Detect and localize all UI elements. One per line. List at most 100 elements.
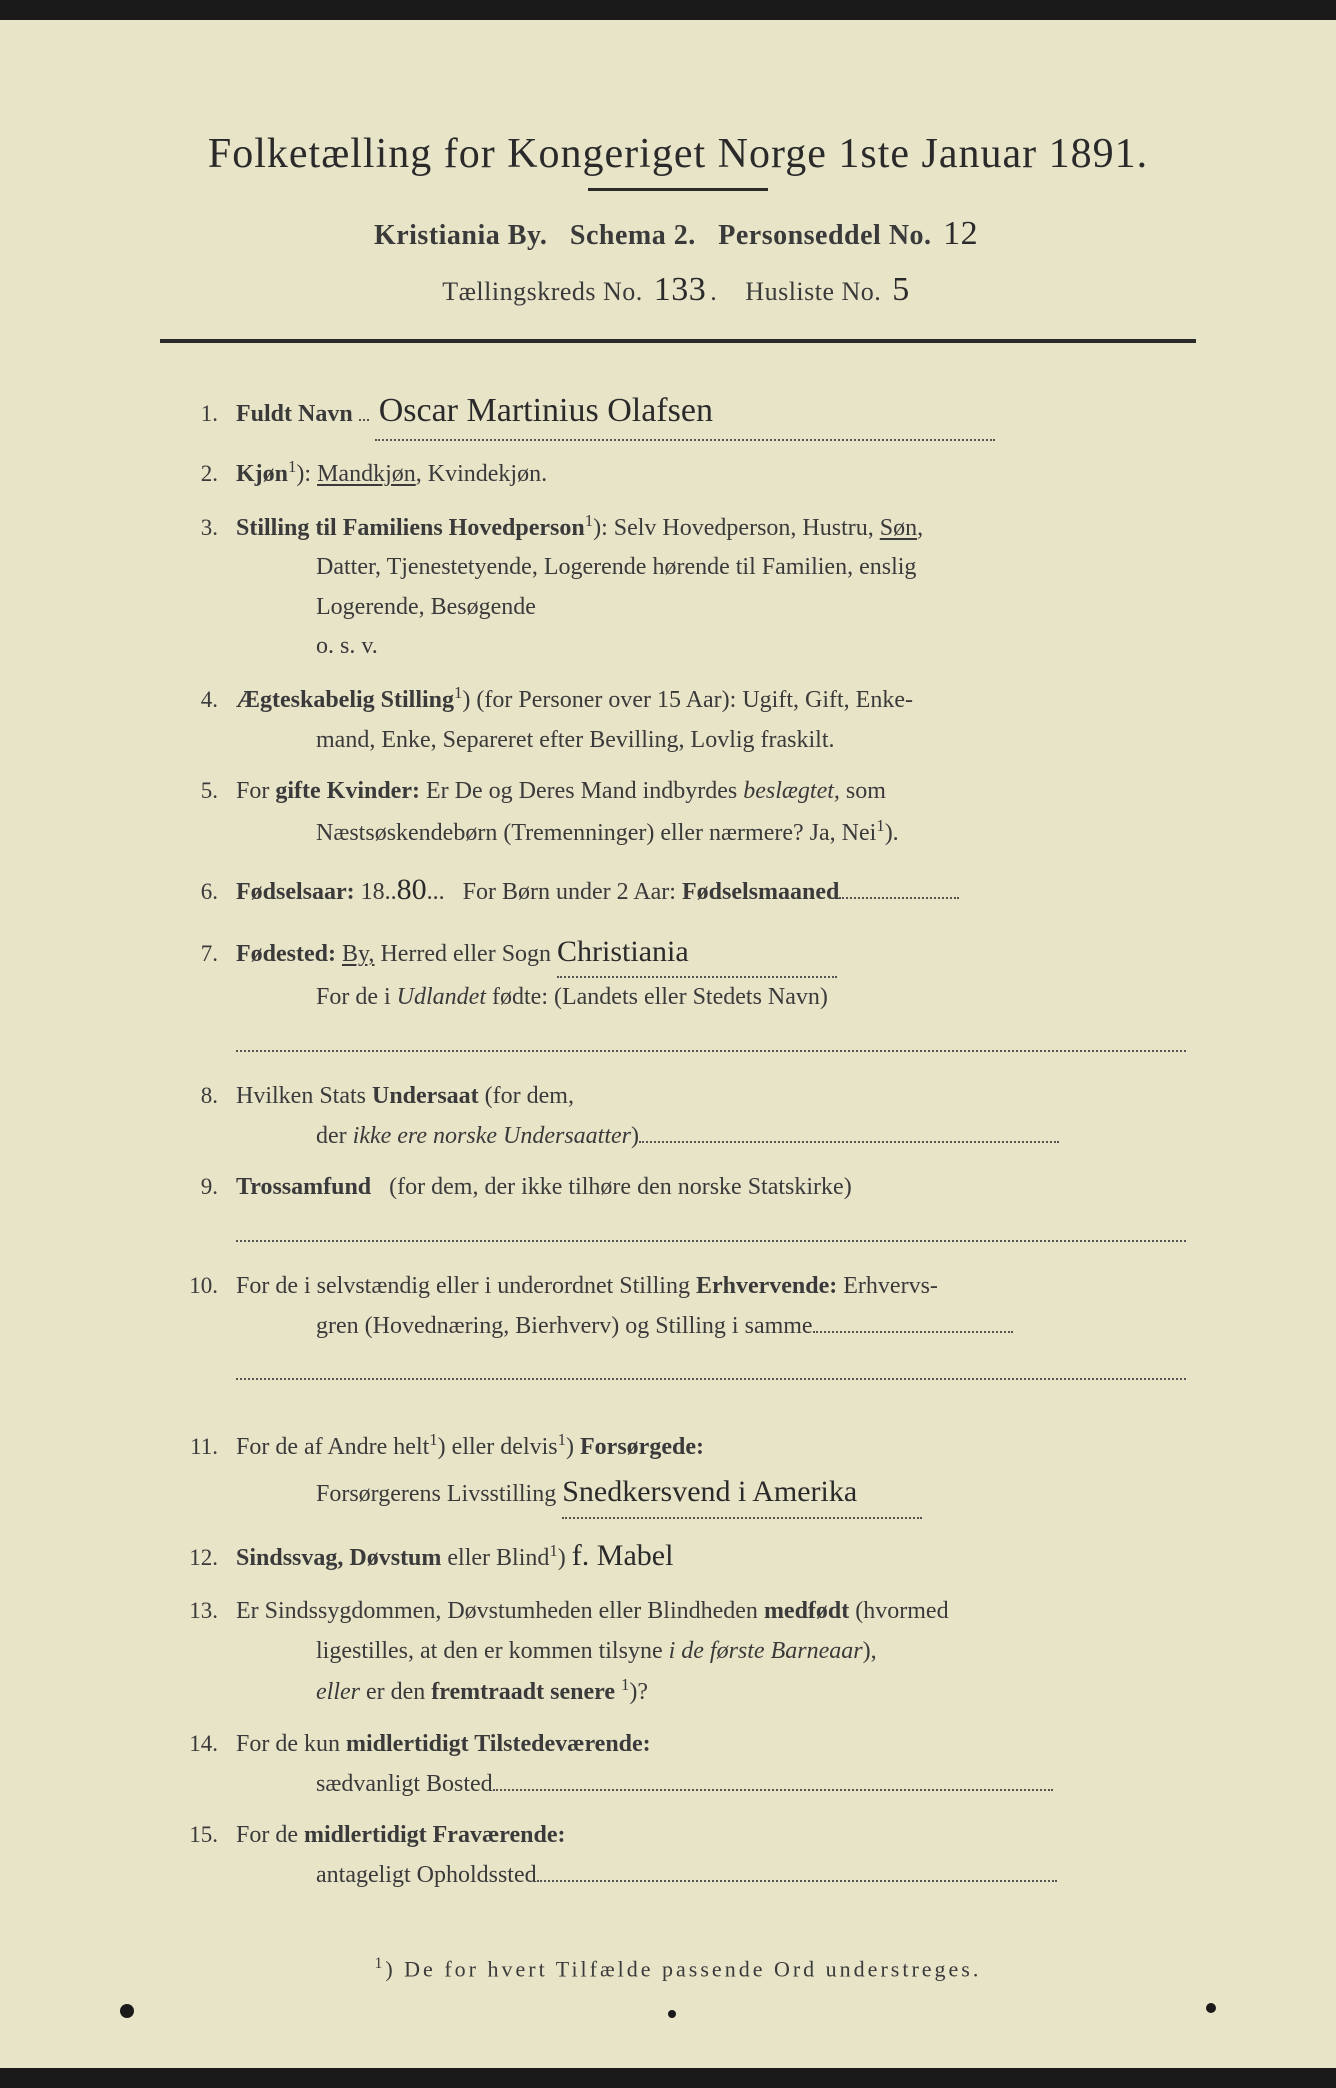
field-14: 14. For de kun midlertidigt Tilstedevære… [180,1725,1186,1804]
taellingskreds-label: Tællingskreds No. [442,277,643,306]
field-11-content: For de af Andre helt1) eller delvis1) Fo… [236,1426,1186,1519]
field-2: 2. Kjøn1): Mandkjøn, Kvindekjøn. [180,453,1186,495]
census-form-page: Folketælling for Kongeriget Norge 1ste J… [0,20,1336,2068]
field-3: 3. Stilling til Familiens Hovedperson1):… [180,507,1186,667]
field-11-value: Snedkersvend i Amerika [562,1467,922,1519]
field-3-content: Stilling til Familiens Hovedperson1): Se… [236,507,1186,667]
field-5-bold: gifte Kvinder: [275,778,420,804]
field-13-num: 13. [180,1592,236,1630]
field-10-num: 10. [180,1267,236,1305]
field-8-content: Hvilken Stats Undersaat (for dem, der ik… [236,1077,1186,1156]
field-5-line1: Er De og Deres Mand indbyrdes [426,778,743,804]
field-2-label: Kjøn [236,461,288,487]
subtitle2-line: Tællingskreds No. 133. Husliste No. 5 [120,271,1236,309]
field-15-content: For de midlertidigt Fraværende: antageli… [236,1816,1186,1895]
field-12-content: Sindssvag, Døvstum eller Blind1) f. Mabe… [236,1531,1186,1581]
field-3-selected: Søn [880,515,917,541]
field-14-num: 14. [180,1725,236,1763]
field-5: 5. For gifte Kvinder: Er De og Deres Man… [180,772,1186,853]
field-6-label2: Fødselsmaaned [682,879,839,905]
field-4-line2: mand, Enke, Separeret efter Bevilling, L… [236,721,835,761]
field-15: 15. For de midlertidigt Fraværende: anta… [180,1816,1186,1895]
field-11-num: 11. [180,1428,236,1466]
footnote: 1) De for hvert Tilfælde passende Ord un… [120,1955,1236,1982]
field-7-num: 7. [180,935,236,973]
field-9-text: (for dem, der ikke tilhøre den norske St… [389,1174,852,1200]
field-3-line2: Datter, Tjenestetyende, Logerende hørend… [236,548,916,588]
field-2-num: 2. [180,455,236,493]
field-1: 1. Fuldt Navn Oscar Martinius Olafsen [180,383,1186,441]
schema-label: Schema 2. [570,220,696,251]
field-5-line2: Næstsøskendebørn (Tremenninger) eller næ… [316,820,876,846]
field-4-num: 4. [180,681,236,719]
field-6-value: 80 [397,873,427,906]
field-6-num: 6. [180,873,236,911]
taellingskreds-no: 133 [650,271,711,308]
field-9-num: 9. [180,1168,236,1206]
field-3-line4: o. s. v. [236,627,378,667]
field-14-content: For de kun midlertidigt Tilstedeværende:… [236,1725,1186,1804]
field-9-content: Trossamfund (for dem, der ikke tilhøre d… [236,1168,1186,1255]
field-7-content: Fødested: By, Herred eller Sogn Christia… [236,927,1186,1065]
ink-spot [120,2004,134,2018]
field-13: 13. Er Sindssygdommen, Døvstumheden elle… [180,1592,1186,1713]
field-3-label: Stilling til Familiens Hovedperson [236,515,585,541]
field-7-blank [236,1018,1186,1052]
personseddel-no: 12 [939,215,982,252]
field-5-pre: For [236,778,275,804]
field-6-content: Fødselsaar: 18..80... For Børn under 2 A… [236,865,1186,915]
field-7-value: Christiania [557,927,837,979]
field-6-mid: For Børn under 2 Aar: [463,879,676,905]
personseddel-label: Personseddel No. [718,220,931,251]
field-3-num: 3. [180,509,236,547]
field-4-line1: Ugift, Gift, Enke- [742,687,913,713]
field-1-value: Oscar Martinius Olafsen [375,383,995,441]
field-5-content: For gifte Kvinder: Er De og Deres Mand i… [236,772,1186,853]
field-7-text1: Herred eller Sogn [380,941,551,967]
field-12-num: 12. [180,1539,236,1577]
page-title: Folketælling for Kongeriget Norge 1ste J… [120,130,1236,178]
field-4-content: Ægteskabelig Stilling1) (for Personer ov… [236,679,1186,760]
subtitle-line: Kristiania By. Schema 2. Personseddel No… [120,215,1236,253]
field-15-num: 15. [180,1816,236,1854]
form-body: 1. Fuldt Navn Oscar Martinius Olafsen 2.… [120,383,1236,1895]
main-rule [160,339,1196,343]
field-7-by: By, [342,941,374,967]
field-8: 8. Hvilken Stats Undersaat (for dem, der… [180,1077,1186,1156]
field-1-num: 1. [180,395,236,433]
field-3-line1: Selv Hovedperson, Hustru, [614,515,880,541]
field-4: 4. Ægteskabelig Stilling1) (for Personer… [180,679,1186,760]
husliste-label: Husliste No. [745,277,881,306]
field-6: 6. Fødselsaar: 18..80... For Børn under … [180,865,1186,915]
field-1-content: Fuldt Navn Oscar Martinius Olafsen [236,383,1186,441]
field-11: 11. For de af Andre helt1) eller delvis1… [180,1426,1186,1519]
field-10: 10. For de i selvstændig eller i underor… [180,1267,1186,1393]
field-4-label: Ægteskabelig Stilling [236,687,454,713]
field-10-content: For de i selvstændig eller i underordnet… [236,1267,1186,1393]
field-10-blank [236,1346,1186,1380]
field-7-label: Fødested: [236,941,336,967]
title-underline [588,188,768,191]
form-inner: Folketælling for Kongeriget Norge 1ste J… [120,110,1236,1983]
field-13-content: Er Sindssygdommen, Døvstumheden eller Bl… [236,1592,1186,1713]
field-9-label: Trossamfund [236,1174,371,1200]
city-label: Kristiania By. [374,220,547,251]
footnote-text: ) De for hvert Tilfælde passende Ord und… [385,1957,981,1982]
ink-spot [1206,2003,1216,2013]
field-5-italic1: beslægtet, [743,778,840,804]
field-5-num: 5. [180,772,236,810]
field-12-label: Sindssvag, Døvstum [236,1545,441,1571]
field-9-blank [236,1208,1186,1242]
field-1-label: Fuldt Navn [236,401,353,427]
field-9: 9. Trossamfund (for dem, der ikke tilhør… [180,1168,1186,1255]
field-6-prefix: 18.. [361,879,397,905]
field-6-label: Fødselsaar: [236,879,355,905]
field-4-paren: (for Personer over 15 Aar): [476,687,736,713]
field-12: 12. Sindssvag, Døvstum eller Blind1) f. … [180,1531,1186,1581]
field-3-line3: Logerende, Besøgende [236,588,536,628]
field-8-num: 8. [180,1077,236,1115]
ink-spot [668,2010,676,2018]
field-2-content: Kjøn1): Mandkjøn, Kvindekjøn. [236,453,1186,495]
husliste-no: 5 [888,271,914,308]
field-2-selected: Mandkjøn [317,461,416,487]
